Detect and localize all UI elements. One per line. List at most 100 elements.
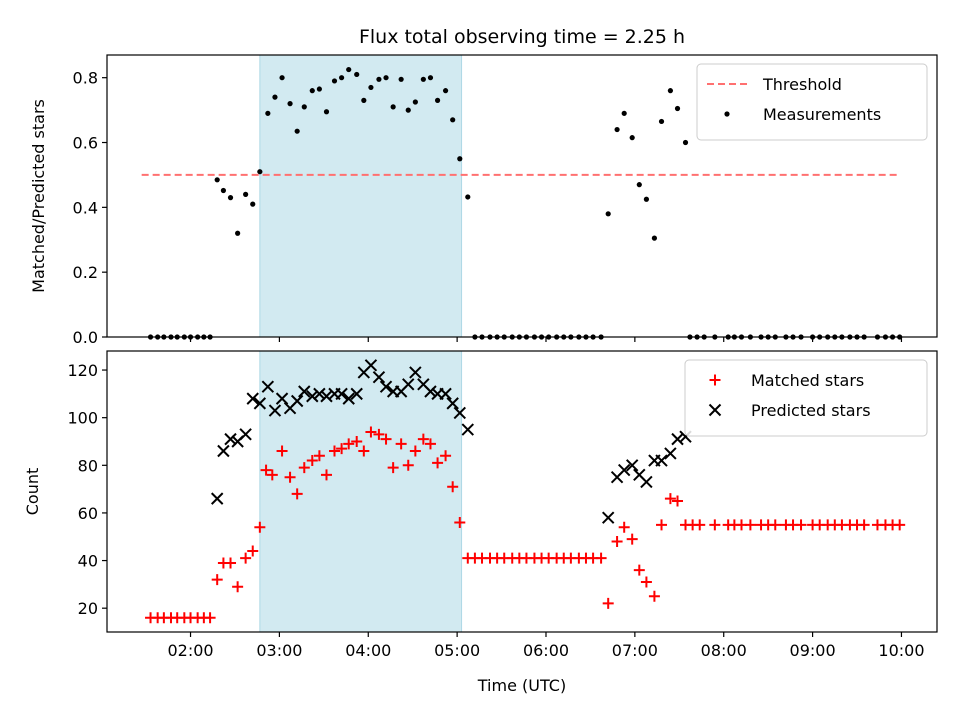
data-point	[240, 552, 252, 564]
data-point	[224, 432, 237, 446]
data-point	[217, 444, 230, 458]
data-point	[339, 75, 345, 81]
data-point	[395, 438, 407, 450]
data-point	[279, 75, 285, 81]
data-point	[342, 392, 355, 405]
y-tick-label: 100	[67, 409, 98, 428]
data-point	[643, 196, 650, 202]
data-point	[268, 404, 282, 417]
data-point	[674, 105, 681, 112]
data-point	[640, 576, 652, 588]
y-axis-label: Count	[23, 468, 42, 516]
data-point	[227, 195, 234, 201]
data-point	[636, 182, 642, 188]
data-point	[602, 597, 614, 609]
y-axis-label: Matched/Predicted stars	[29, 99, 48, 293]
data-point	[440, 450, 452, 462]
data-point	[629, 135, 635, 141]
data-point	[402, 378, 415, 391]
data-point	[232, 581, 244, 593]
data-point	[210, 492, 224, 505]
data-point	[409, 445, 421, 457]
data-point	[409, 366, 422, 379]
data-point	[617, 463, 631, 477]
plot-frame	[106, 350, 938, 633]
x-tick-label: 05:00	[434, 641, 480, 660]
data-point	[343, 438, 355, 450]
x-tick-label: 09:00	[790, 641, 836, 660]
data-point	[667, 88, 674, 94]
data-point	[658, 118, 665, 125]
data-point	[626, 533, 638, 545]
data-point	[633, 564, 645, 576]
data-point	[306, 390, 319, 403]
data-point	[605, 211, 611, 217]
data-point	[291, 488, 303, 500]
data-point	[284, 471, 296, 483]
data-point	[328, 445, 340, 457]
data-point	[744, 519, 756, 531]
data-point	[447, 481, 459, 493]
data-point	[625, 459, 639, 472]
data-point	[260, 464, 272, 476]
data-point	[664, 447, 677, 460]
data-point	[656, 519, 668, 531]
data-point	[450, 117, 456, 123]
data-point	[446, 397, 459, 410]
data-point	[655, 454, 668, 467]
data-point	[243, 191, 249, 197]
series-predicted-stars	[210, 359, 692, 524]
data-point	[239, 428, 252, 441]
data-point	[457, 156, 463, 162]
legend-swatch	[724, 111, 730, 117]
data-point	[368, 84, 374, 91]
data-point	[439, 387, 452, 401]
data-point	[648, 590, 660, 602]
data-point	[682, 139, 689, 146]
data-point	[247, 545, 259, 557]
data-point	[420, 76, 426, 82]
data-point	[253, 397, 267, 410]
data-point	[432, 457, 444, 469]
data-point	[316, 86, 322, 92]
legend: Matched stars Predicted stars	[684, 359, 928, 437]
legend-swatch	[708, 403, 722, 417]
y-tick-label: 0.6	[73, 134, 98, 153]
data-point	[640, 475, 653, 489]
legend-label: Measurements	[763, 105, 881, 124]
data-point	[461, 423, 474, 436]
data-point	[246, 392, 259, 405]
data-point	[894, 519, 906, 531]
data-point	[380, 433, 392, 445]
data-point	[364, 359, 378, 372]
data-point	[387, 462, 399, 474]
legend-label: Matched stars	[751, 371, 864, 390]
data-point	[442, 88, 449, 94]
data-point	[320, 469, 332, 481]
data-point	[621, 110, 627, 116]
data-point	[398, 76, 404, 82]
data-point	[465, 194, 471, 200]
data-point	[235, 230, 241, 236]
legend-label: Threshold	[762, 75, 842, 94]
data-point	[769, 519, 781, 531]
data-point	[320, 390, 333, 403]
data-point	[595, 552, 607, 564]
data-point	[434, 97, 441, 103]
data-point	[276, 445, 288, 457]
data-point	[346, 66, 352, 73]
data-point	[427, 75, 434, 81]
data-point	[672, 495, 684, 507]
data-point	[298, 385, 311, 398]
data-point	[601, 511, 615, 524]
data-point	[412, 99, 418, 105]
data-point	[313, 387, 326, 401]
legend-swatch	[709, 374, 721, 386]
y-tick-label: 40	[78, 552, 98, 571]
y-tick-label: 0.0	[73, 328, 98, 347]
data-point	[671, 432, 684, 446]
legend-label: Predicted stars	[751, 401, 871, 420]
data-point	[795, 519, 807, 531]
x-tick-label: 03:00	[256, 641, 302, 660]
